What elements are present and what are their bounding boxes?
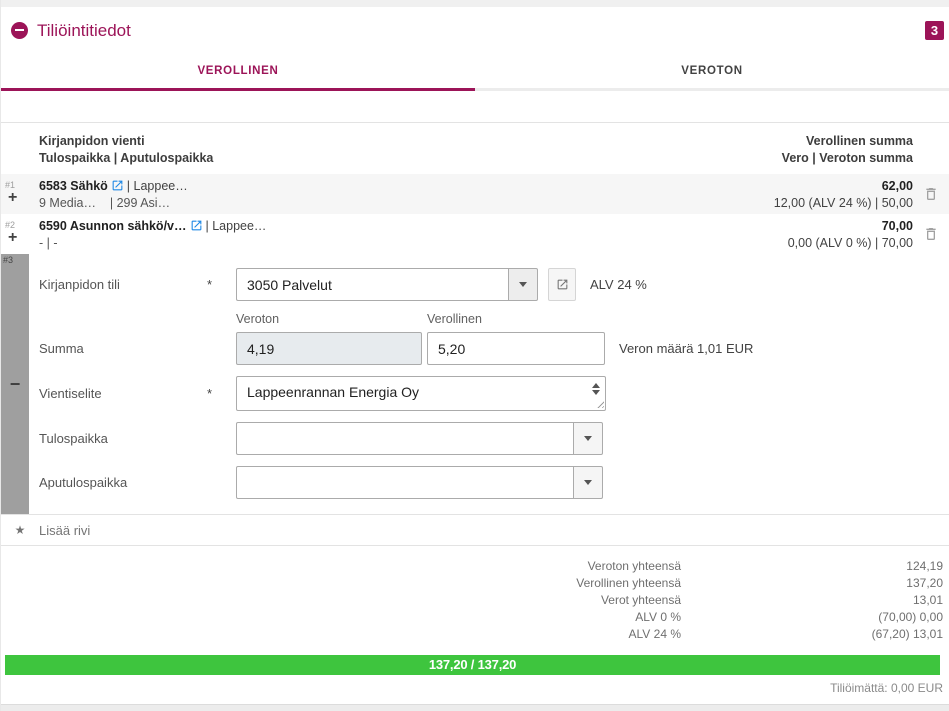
row-amount: 62,00 — [881, 179, 913, 193]
row-subtext: - | - — [39, 236, 58, 250]
tulospaikka-field-label: Tulospaikka — [39, 431, 108, 446]
add-split-icon[interactable]: + — [8, 189, 18, 206]
row-amount-detail: 12,00 (ALV 24 %) | 50,00 — [773, 196, 913, 210]
summary-value: (70,00) 0,00 — [878, 610, 943, 624]
editor-side-strip: #3 − — [1, 254, 29, 514]
add-split-icon[interactable]: + — [8, 229, 18, 246]
required-marker: * — [207, 277, 213, 292]
summary-label: Verot yhteensä — [600, 593, 681, 607]
open-account-button[interactable] — [548, 268, 576, 301]
top-strip — [1, 0, 949, 7]
account-suffix: | Lappee… — [205, 219, 267, 233]
summary-label: Veroton yhteensä — [587, 559, 681, 573]
table-row: #1 + 6583 Sähkö | Lappee… 9 Media… | 299 … — [1, 174, 949, 214]
tulospaikka-select — [236, 422, 603, 455]
count-badge: 3 — [925, 21, 944, 40]
chevron-down-icon — [584, 480, 592, 485]
summary-label: ALV 0 % — [635, 610, 681, 624]
tulospaikka-dropdown-button[interactable] — [573, 422, 603, 455]
account-select-input[interactable] — [236, 268, 508, 301]
gross-sum-input[interactable] — [427, 332, 605, 365]
row-amount-detail: 0,00 (ALV 0 %) | 70,00 — [787, 236, 913, 250]
collapse-section-icon[interactable] — [11, 22, 28, 39]
table-row: #2 + 6590 Asunnon sähkö/v… | Lappee… - | … — [1, 214, 949, 254]
star-icon: ★ — [14, 523, 26, 537]
summary-value: 13,01 — [912, 593, 943, 607]
summary-value: 124,19 — [906, 559, 943, 573]
marker-column-header — [1, 133, 39, 167]
panel-header: Tiliöintitiedot 3 — [1, 7, 949, 54]
chevron-down-icon — [592, 390, 600, 395]
open-in-new-icon[interactable] — [111, 179, 124, 192]
summary-label: ALV 24 % — [628, 627, 681, 641]
col-tulospaikka-aputulospaikka: Tulospaikka | Aputulospaikka — [39, 151, 214, 165]
add-row-label: Lisää rivi — [39, 522, 91, 538]
unallocated-amount: Tiliöimättä: 0,00 EUR — [830, 681, 943, 695]
open-in-new-icon[interactable] — [190, 219, 203, 232]
summary-label: Verollinen yhteensä — [576, 576, 681, 590]
aputulospaikka-field-label: Aputulospaikka — [39, 475, 128, 490]
col-kirjanpidon-vienti: Kirjanpidon vienti — [39, 134, 145, 148]
row-index: #2 — [5, 220, 16, 230]
resize-handle[interactable] — [595, 399, 604, 408]
chevron-up-icon — [592, 383, 600, 388]
col-verollinen-summa: Verollinen summa — [806, 134, 913, 148]
bottom-strip — [1, 704, 949, 711]
account-name: 6583 Sähkö — [39, 179, 108, 193]
account-select-dropdown-button[interactable] — [508, 268, 538, 301]
tab-content-spacer — [1, 91, 949, 123]
delete-row-icon[interactable] — [923, 186, 939, 202]
row-index: #3 — [3, 255, 14, 265]
vat-rate-note: ALV 24 % — [590, 277, 647, 292]
aputulospaikka-input[interactable] — [236, 466, 574, 499]
required-marker: * — [207, 386, 213, 401]
description-field-label: Vientiselite — [39, 386, 102, 401]
summary-value: (67,20) 13,01 — [871, 627, 943, 641]
aputulospaikka-dropdown-button[interactable] — [573, 466, 603, 499]
row-editor: #3 − Kirjanpidon tili * ALV 24 % Veroton… — [1, 254, 949, 514]
net-sum-input — [236, 332, 422, 365]
summary-value: 137,20 — [906, 576, 943, 590]
stepper-buttons[interactable] — [588, 378, 604, 400]
actions-column-header — [913, 133, 949, 167]
description-textarea[interactable]: Lappeenrannan Energia Oy — [236, 376, 606, 411]
tab-verollinen[interactable]: VEROLLINEN — [1, 54, 475, 91]
vat-amount-note: Veron määrä 1,01 EUR — [619, 341, 754, 356]
tulospaikka-input[interactable] — [236, 422, 574, 455]
gross-column-label: Verollinen — [427, 312, 482, 326]
totals-summary: Veroton yhteensä 124,19 Verollinen yhteen… — [1, 545, 949, 652]
open-in-new-icon — [557, 279, 567, 290]
aputulospaikka-select — [236, 466, 603, 499]
chevron-down-icon — [519, 282, 527, 287]
allocation-progress-bar: 137,20 / 137,20 — [5, 655, 940, 675]
remove-row-icon[interactable]: − — [9, 374, 21, 394]
account-name: 6590 Asunnon sähkö/v… — [39, 219, 187, 233]
chevron-down-icon — [584, 436, 592, 441]
tab-bar: VEROLLINEN VEROTON — [1, 54, 949, 91]
row-amount: 70,00 — [881, 219, 913, 233]
tab-veroton[interactable]: VEROTON — [475, 54, 949, 91]
account-field-label: Kirjanpidon tili — [39, 277, 120, 292]
table-header: Kirjanpidon vienti Tulospaikka | Aputulo… — [1, 123, 949, 174]
row-index: #1 — [5, 180, 16, 190]
sum-field-label: Summa — [39, 341, 84, 356]
row-subtext: 9 Media… | 299 Asi… — [39, 196, 171, 210]
account-suffix: | Lappee… — [126, 179, 188, 193]
add-row-button[interactable]: ★ Lisää rivi — [1, 514, 949, 545]
delete-row-icon[interactable] — [923, 226, 939, 242]
col-vero-veroton-summa: Vero | Veroton summa — [781, 151, 913, 165]
account-select — [236, 268, 538, 301]
net-column-label: Veroton — [236, 312, 280, 326]
page-title: Tiliöintitiedot — [37, 20, 131, 40]
